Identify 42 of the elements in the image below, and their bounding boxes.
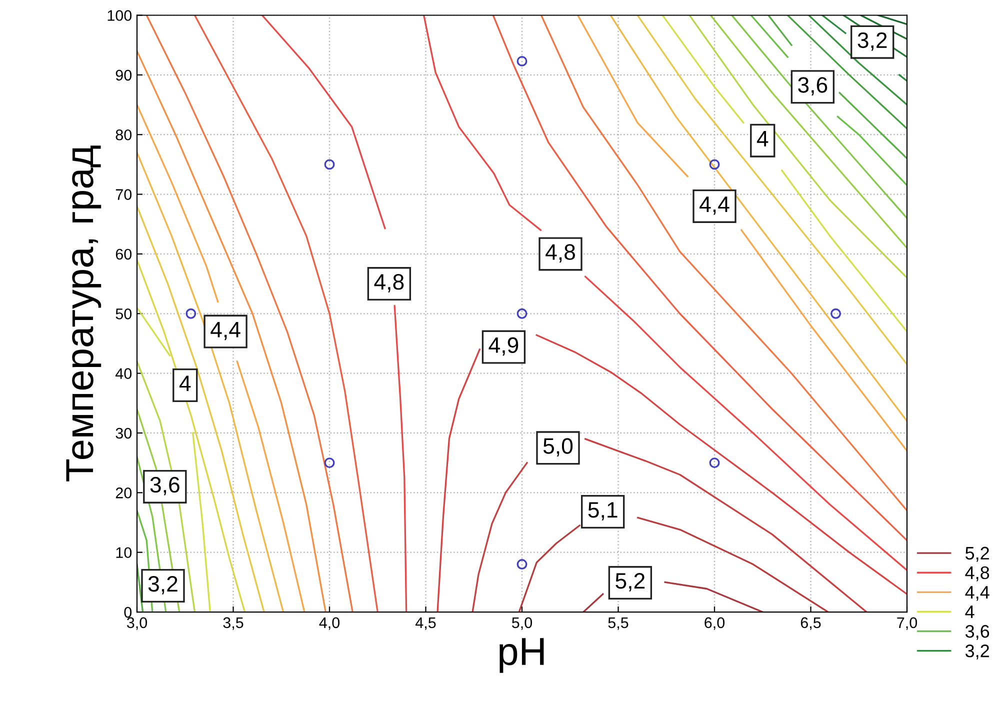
legend-label: 4	[965, 606, 974, 618]
x-tick-label: 3,0	[126, 617, 148, 630]
annotation: 4	[756, 131, 768, 146]
y-tick-label: 0	[124, 606, 132, 618]
x-tick-label: 3,5	[223, 617, 244, 630]
x-tick-label: 4,0	[319, 617, 340, 630]
annotation: 4,4	[700, 196, 730, 215]
legend-label: 3,6	[965, 624, 990, 640]
annotation: 4,8	[374, 274, 404, 292]
annotation: 4,9	[488, 337, 518, 356]
x-tick-label: 6,5	[800, 617, 821, 630]
annotation: 3,6	[798, 77, 828, 96]
y-axis-title: Температура, град	[66, 146, 102, 482]
y-tick-label: 30	[116, 428, 132, 439]
y-tick-label: 10	[116, 547, 132, 558]
annotation: 3,2	[148, 576, 178, 594]
annotation: 3,2	[858, 32, 887, 51]
y-tick-label: 20	[116, 488, 132, 498]
x-tick-label: 6,0	[704, 617, 725, 630]
x-tick-label: 5,5	[608, 617, 628, 630]
y-tick-label: 80	[116, 129, 132, 140]
x-axis-title: pH	[500, 638, 544, 673]
legend-label: 5,2	[966, 546, 989, 562]
x-tick-label: 5,0	[512, 617, 532, 630]
x-tick-label: 7,0	[897, 617, 918, 630]
annotation: 4,8	[546, 244, 575, 263]
y-tick-label: 100	[108, 10, 132, 21]
y-tick-label: 70	[116, 189, 132, 200]
legend-label: 4,4	[965, 586, 990, 601]
y-tick-label: 60	[116, 248, 132, 260]
legend-label: 3,2	[965, 644, 989, 660]
x-tick-label: 4,5	[415, 617, 436, 630]
y-tick-label: 50	[116, 308, 132, 320]
annotation: 4	[179, 376, 191, 391]
annotation: 5,1	[588, 502, 618, 520]
annotation: 5,2	[616, 573, 645, 592]
annotation: 3,6	[150, 476, 180, 496]
legend-label: 4,8	[965, 566, 990, 582]
y-tick-label: 40	[116, 368, 132, 379]
annotation: 4,4	[210, 322, 240, 340]
annotation: 5,0	[543, 438, 573, 456]
y-tick-label: 90	[116, 70, 132, 81]
